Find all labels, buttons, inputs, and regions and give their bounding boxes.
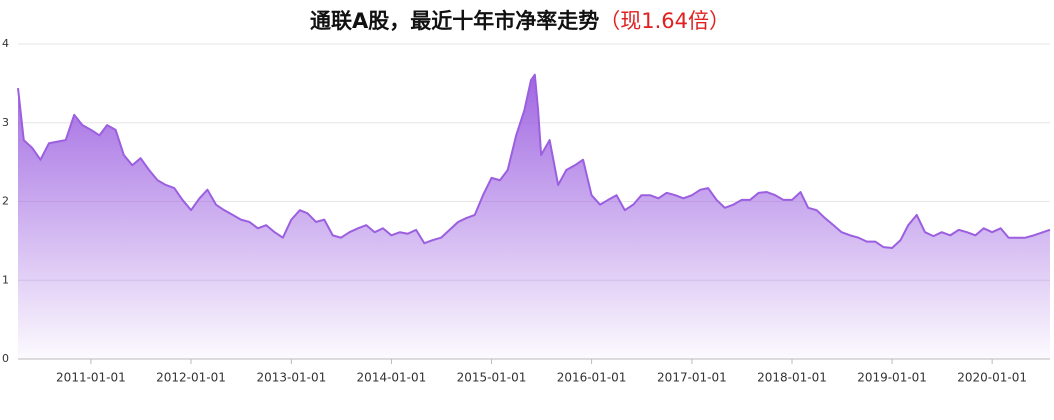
x-tick-label: 2011-01-01 <box>56 371 126 385</box>
x-tick-label: 2019-01-01 <box>857 371 927 385</box>
y-tick-label: 3 <box>2 116 9 129</box>
x-tick-label: 2016-01-01 <box>557 371 627 385</box>
x-tick-label: 2015-01-01 <box>457 371 527 385</box>
area-fill <box>18 74 1050 360</box>
y-tick-label: 0 <box>2 352 9 365</box>
title-note: （现1.64倍） <box>599 9 730 33</box>
x-tick-label: 2017-01-01 <box>657 371 727 385</box>
x-tick-label: 2020-01-01 <box>957 371 1027 385</box>
x-tick-label: 2018-01-01 <box>757 371 827 385</box>
y-tick-label: 2 <box>2 195 9 208</box>
y-tick-label: 4 <box>2 37 9 50</box>
y-tick-label: 1 <box>2 273 9 286</box>
x-tick-label: 2014-01-01 <box>357 371 427 385</box>
title-main: 通联A股，最近十年市净率走势 <box>310 9 599 33</box>
x-tick-label: 2013-01-01 <box>256 371 326 385</box>
x-tick-label: 2012-01-01 <box>156 371 226 385</box>
area-line <box>17 73 1051 249</box>
chart-title: 通联A股，最近十年市净率走势（现1.64倍） <box>310 9 730 33</box>
